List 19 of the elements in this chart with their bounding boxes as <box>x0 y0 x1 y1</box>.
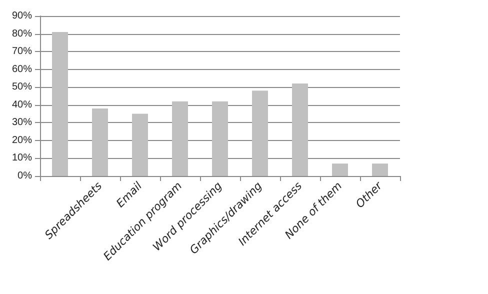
y-tick-label: 40% <box>12 99 32 110</box>
y-tick-label: 90% <box>12 10 32 22</box>
bar <box>52 32 68 176</box>
bar <box>332 164 348 176</box>
y-tick-label: 20% <box>12 134 32 146</box>
y-tick-label: 70% <box>12 46 32 58</box>
bar <box>212 101 228 176</box>
y-tick-label: 30% <box>12 117 32 128</box>
y-tick-label: 50% <box>12 82 32 93</box>
y-tick-label: 80% <box>12 28 32 40</box>
bar <box>132 114 148 176</box>
y-tick-label: 0% <box>18 170 32 182</box>
bar <box>92 108 108 176</box>
bar <box>172 101 188 176</box>
bar <box>292 84 308 176</box>
y-tick-label: 10% <box>12 152 32 164</box>
bar <box>252 90 268 176</box>
y-tick-label: 60% <box>12 64 32 75</box>
bar <box>372 164 388 176</box>
